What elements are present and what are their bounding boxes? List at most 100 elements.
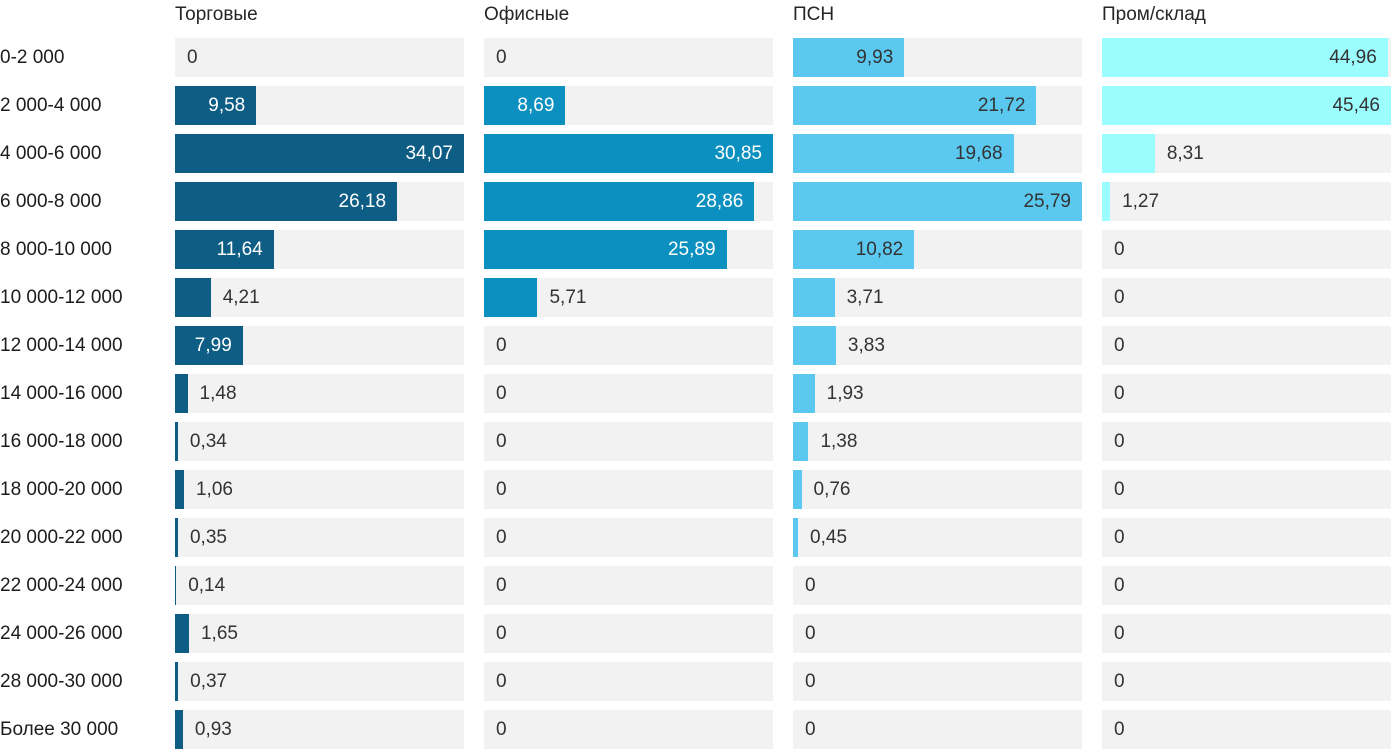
- bar-cell: 1,93: [793, 374, 1082, 413]
- bar-value-label: 7,99: [194, 334, 232, 356]
- bar-cell: 7,99: [175, 326, 464, 365]
- bar[interactable]: 11,64: [175, 230, 274, 269]
- bar-value-label: 25,79: [1023, 190, 1071, 212]
- bar-track: 0: [1102, 566, 1391, 605]
- bar[interactable]: 28,86: [484, 182, 755, 221]
- bar[interactable]: 44,96: [1102, 38, 1388, 77]
- bar[interactable]: [1102, 134, 1155, 173]
- bar[interactable]: [793, 518, 799, 557]
- bar-cell: 0,37: [175, 662, 464, 701]
- bar-track: 0: [793, 710, 1082, 749]
- bar[interactable]: [175, 374, 188, 413]
- bar[interactable]: 45,46: [1102, 86, 1391, 125]
- bar-value-label: 0,93: [194, 718, 232, 740]
- bar[interactable]: [175, 566, 177, 605]
- bar-track: 34,07: [175, 134, 464, 173]
- bar[interactable]: 19,68: [793, 134, 1014, 173]
- bar[interactable]: [793, 374, 815, 413]
- row-label: 8 000-10 000: [0, 238, 112, 260]
- chart-row: 14 000-16 000 1,48 0 1,93 0: [0, 374, 1391, 422]
- bar-cell: 34,07: [175, 134, 464, 173]
- bar-track: 26,18: [175, 182, 464, 221]
- bar[interactable]: [1102, 182, 1111, 221]
- bar[interactable]: [793, 326, 836, 365]
- bar-cell: 0: [484, 374, 773, 413]
- bar-cell: 0: [793, 710, 1082, 749]
- bar-track: 0: [793, 662, 1082, 701]
- bar[interactable]: [484, 278, 538, 317]
- bar-value-label: 0: [187, 46, 198, 68]
- bar[interactable]: [175, 614, 189, 653]
- bar-value-label: 0: [496, 478, 507, 500]
- bar[interactable]: [175, 470, 184, 509]
- bar-cell: 8,69: [484, 86, 773, 125]
- chart-row: 18 000-20 000 1,06 0 0,76 0: [0, 470, 1391, 518]
- bar-track: 0: [1102, 278, 1391, 317]
- bar-track: 44,96: [1102, 38, 1391, 77]
- bar-cell: 0: [1102, 278, 1391, 317]
- bar-track: 0,93: [175, 710, 464, 749]
- bar-cell: 26,18: [175, 182, 464, 221]
- bar[interactable]: [793, 470, 802, 509]
- bar[interactable]: 21,72: [793, 86, 1037, 125]
- chart-row: 24 000-26 000 1,65 0 0 0: [0, 614, 1391, 662]
- bar-track: 8,69: [484, 86, 773, 125]
- bar[interactable]: 25,79: [793, 182, 1082, 221]
- bar[interactable]: [175, 422, 178, 461]
- bar[interactable]: [175, 710, 183, 749]
- column-header-ofisnye: Офисные: [484, 4, 570, 25]
- bar-track: 9,93: [793, 38, 1082, 77]
- bar[interactable]: 10,82: [793, 230, 915, 269]
- bar-value-label: 30,85: [714, 142, 762, 164]
- bar-track: 0: [1102, 710, 1391, 749]
- bar-track: 25,89: [484, 230, 773, 269]
- bar-value-label: 0: [1114, 670, 1125, 692]
- bar-value-label: 1,93: [826, 382, 864, 404]
- bar[interactable]: [793, 422, 809, 461]
- bar-value-label: 0: [805, 670, 816, 692]
- bar-track: 0,34: [175, 422, 464, 461]
- bar-value-label: 0: [805, 622, 816, 644]
- bar-cell: 0: [1102, 374, 1391, 413]
- bar-track: 0: [484, 374, 773, 413]
- bar-cell: 21,72: [793, 86, 1082, 125]
- bar-value-label: 0: [496, 526, 507, 548]
- bar-track: 7,99: [175, 326, 464, 365]
- bar-value-label: 8,31: [1166, 142, 1204, 164]
- bar[interactable]: 8,69: [484, 86, 566, 125]
- bar-value-label: 0: [1114, 718, 1125, 740]
- bar-value-label: 1,06: [195, 478, 233, 500]
- bar[interactable]: 9,93: [793, 38, 905, 77]
- bar[interactable]: 26,18: [175, 182, 398, 221]
- bar-value-label: 0: [496, 334, 507, 356]
- bar-value-label: 4,21: [222, 286, 260, 308]
- row-label: 22 000-24 000: [0, 574, 123, 596]
- bar-cell: 25,79: [793, 182, 1082, 221]
- bar-track: 28,86: [484, 182, 773, 221]
- bar[interactable]: [175, 662, 179, 701]
- bar[interactable]: 34,07: [175, 134, 464, 173]
- bar[interactable]: [175, 518, 178, 557]
- bar-value-label: 0: [805, 718, 816, 740]
- bar-value-label: 0: [1114, 334, 1125, 356]
- bar-track: 0: [484, 326, 773, 365]
- chart-rows: 0-2 000 0 0 9,93 44,96 2 000-4 000 9,58 8,69 21,…: [0, 38, 1391, 750]
- bar[interactable]: 7,99: [175, 326, 243, 365]
- bar-track: 30,85: [484, 134, 773, 173]
- bar-track: 0: [1102, 422, 1391, 461]
- bar-value-label: 0: [1114, 526, 1125, 548]
- bar-cell: 0: [484, 326, 773, 365]
- bar-track: 3,83: [793, 326, 1082, 365]
- chart-row: Более 30 000 0,93 0 0 0: [0, 710, 1391, 750]
- bar[interactable]: 9,58: [175, 86, 257, 125]
- chart-row: 16 000-18 000 0,34 0 1,38 0: [0, 422, 1391, 470]
- bar-track: 1,93: [793, 374, 1082, 413]
- bar[interactable]: [793, 278, 835, 317]
- bar-track: 0: [1102, 614, 1391, 653]
- bar[interactable]: 25,89: [484, 230, 727, 269]
- bar[interactable]: 30,85: [484, 134, 773, 173]
- bar-value-label: 1,65: [200, 622, 238, 644]
- bar-value-label: 0: [496, 46, 507, 68]
- bar[interactable]: [175, 278, 211, 317]
